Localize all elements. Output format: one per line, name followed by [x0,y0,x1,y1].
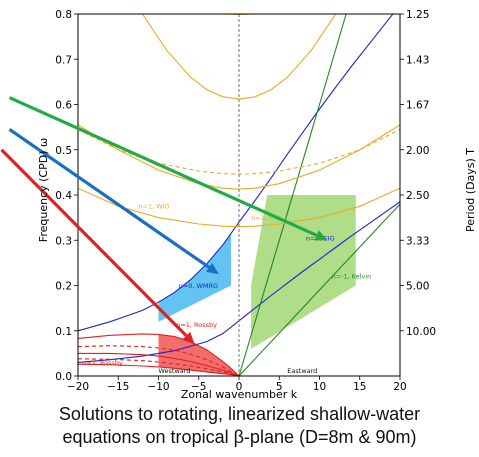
n-0-wmrg-curve [78,14,394,332]
n-1-kelvin-curve [238,203,400,376]
x-tick-label: 5 [276,381,283,393]
n-1-rossby-curve [78,345,240,376]
right-tick-label: 3.33 [406,235,429,247]
right-tick-label: 1.25 [406,9,429,21]
x-tick-label: 15 [353,381,366,393]
annotation-n-0-wmrg: n=0, WMRG [179,282,218,290]
x-tick-label: −15 [107,381,129,393]
annotation-n-1-rossby: n=1, Rossby [176,321,217,329]
annotation-n-1-eig: n=1, EIG [251,214,280,222]
annotation-n-1-wig: n=1, WIG [138,203,169,211]
right-tick-label: 10.00 [406,326,436,338]
n-2-rossby-curve [78,358,240,376]
annotation-westward: Westward [159,367,191,375]
x-tick-label: −10 [147,381,169,393]
x-tick-label: 20 [393,381,406,393]
x-tick-label: −20 [67,381,89,393]
y-axis-label: Frequency (CPD) ω [37,138,50,242]
right-tick-label: 5.00 [406,281,429,293]
n-1-wig-curve [219,14,259,16]
caption-line-1: Solutions to rotating, linearized shallo… [58,404,421,424]
y-tick-label: 0.6 [55,100,72,112]
y-tick-label: 0.5 [55,145,72,157]
annotation-eastward: Eastward [287,367,317,375]
n-0-eig-curve [78,201,400,363]
annotation-n-2-rossby: n=2, Rossby [82,359,123,367]
y-tick-label: 0.2 [55,281,72,293]
x-tick-label: −5 [191,381,206,393]
x-axis-label: Zonal wavenumber k [181,388,298,400]
right-tick-label: 2.50 [406,190,429,202]
n-2-rossby-curve [78,363,240,376]
dispersion-chart: −20 −15 −10 −5 0 5 10 15 20 0.0 0.1 0.2 0.3 0.4 0.5 0.… [0,9,477,400]
x-tick-label: 0 [236,381,243,393]
arrow-head [182,331,195,345]
n-1-rossby-curve [78,333,240,376]
y-tick-label: 0.8 [55,9,72,21]
wmrg-band-region [158,233,231,322]
annotation-n-1-kelvin: n=-1, Kelvin [332,273,372,281]
arrow-shaft [8,96,318,237]
y-tick-label: 0.1 [55,326,72,338]
n-1-kelvin-curve [238,14,347,376]
right-tick-label: 1.43 [406,54,429,66]
right-tick-label: 1.67 [406,100,429,112]
right-tick-label: 2.00 [406,145,429,157]
arrow-head [205,262,219,275]
arrow-shaft [8,128,210,269]
arrow-head [314,230,328,241]
kelvin-band-region [251,195,356,349]
x-tick-label: 10 [313,381,326,393]
y-tick-label: 0.0 [55,371,72,383]
n-2-rossby-curve [78,352,240,376]
arrow-shaft [0,148,188,337]
y-tick-label: 0.7 [55,54,72,66]
y-tick-label: 0.4 [55,190,72,202]
right-axis-label: Period (Days) T [464,148,477,232]
y-tick-label: 0.3 [55,235,72,247]
caption-line-2: equations on tropical β-plane (D=8m & 90… [62,427,417,447]
